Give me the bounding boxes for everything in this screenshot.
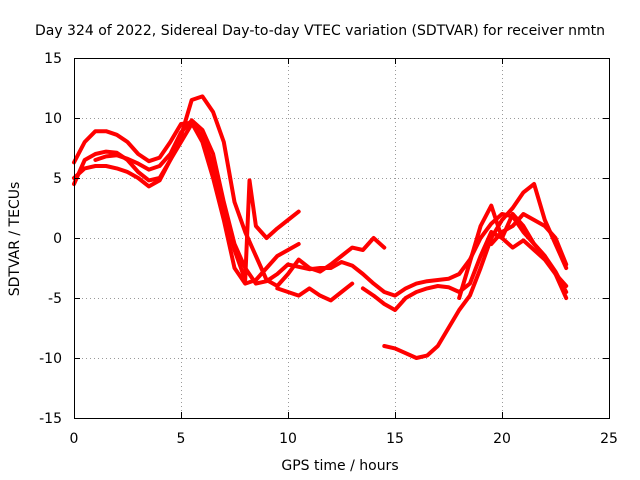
data-series	[72, 94, 569, 360]
y-tick-label: 10	[44, 111, 62, 127]
series-track-8	[457, 203, 569, 300]
series-track-9	[489, 212, 569, 267]
series-track-6	[360, 212, 569, 312]
chart-title: Day 324 of 2022, Sidereal Day-to-day VTE…	[35, 23, 605, 39]
y-tick-label: -5	[48, 291, 62, 307]
series-track-4	[93, 118, 569, 298]
series-track-2	[72, 122, 301, 282]
x-axis-label: GPS time / hours	[281, 458, 398, 474]
series-track-3	[72, 94, 387, 288]
x-tick-label: 10	[279, 431, 297, 447]
series-track-1	[72, 120, 301, 286]
y-tick-label: -15	[39, 411, 62, 427]
x-tick-label: 15	[386, 431, 404, 447]
y-tick-label: 0	[53, 231, 62, 247]
y-tick-label: 5	[53, 171, 62, 187]
x-tick-label: 20	[493, 431, 511, 447]
y-tick-label: 15	[44, 51, 62, 67]
x-tick-label: 0	[70, 431, 79, 447]
y-tick-label: -10	[39, 351, 62, 367]
x-tick-label: 25	[600, 431, 618, 447]
y-axis-label: SDTVAR / TECUs	[7, 182, 23, 297]
series-track-7	[382, 182, 569, 360]
axis-ticks: 0 5 10 15 20 25 15 10 5 0 -5 -10 -15	[39, 51, 618, 447]
x-tick-label: 5	[177, 431, 186, 447]
series-track-5	[275, 281, 355, 303]
